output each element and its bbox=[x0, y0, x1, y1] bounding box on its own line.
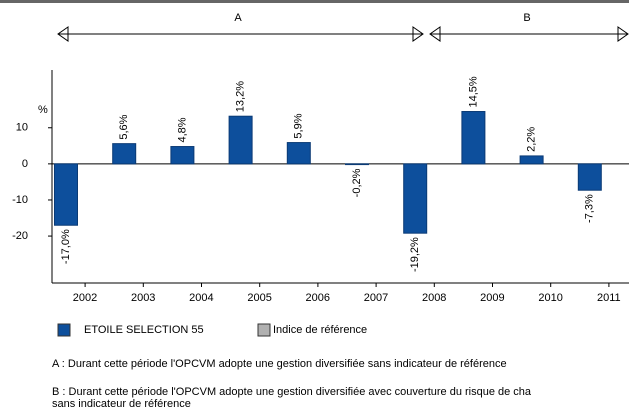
bar bbox=[461, 111, 486, 165]
top-border bbox=[0, 0, 629, 3]
value-label: 13,2% bbox=[235, 81, 247, 112]
value-label: 14,5% bbox=[467, 76, 479, 107]
period-arrows bbox=[57, 26, 629, 42]
legend-swatch bbox=[257, 323, 271, 337]
y-axis-label: % bbox=[38, 104, 48, 116]
value-label: -0,2% bbox=[351, 168, 363, 197]
bar bbox=[286, 142, 311, 165]
bar bbox=[228, 115, 253, 165]
period-label: B bbox=[523, 12, 530, 24]
x-tick-label: 2003 bbox=[131, 292, 155, 304]
x-tick-label: 2002 bbox=[73, 292, 97, 304]
bar bbox=[519, 155, 544, 165]
x-tick-label: 2005 bbox=[247, 292, 271, 304]
value-label: 5,6% bbox=[118, 114, 130, 139]
bar bbox=[54, 163, 78, 226]
note: A : Durant cette période l'OPCVM adopte … bbox=[52, 358, 507, 370]
x-tick-label: 2006 bbox=[306, 292, 330, 304]
value-label: 5,9% bbox=[293, 113, 305, 138]
value-label: -19,2% bbox=[409, 237, 421, 272]
value-label: 2,2% bbox=[526, 127, 538, 152]
bar bbox=[170, 146, 195, 165]
y-tick-label: -20 bbox=[12, 230, 28, 242]
x-tick-label: 2011 bbox=[597, 292, 621, 304]
x-tick-label: 2009 bbox=[480, 292, 504, 304]
note: B : Durant cette période l'OPCVM adopte … bbox=[52, 386, 532, 398]
note: sans indicateur de référence bbox=[52, 398, 191, 410]
value-label: -17,0% bbox=[60, 229, 72, 264]
x-tick-label: 2010 bbox=[538, 292, 562, 304]
y-tick-label: 0 bbox=[22, 158, 28, 170]
value-label: 4,8% bbox=[176, 117, 188, 142]
legend-label: Indice de référence bbox=[273, 324, 367, 336]
x-tick-label: 2008 bbox=[422, 292, 446, 304]
bar bbox=[112, 143, 137, 165]
value-label: -7,3% bbox=[584, 194, 596, 223]
x-tick-label: 2004 bbox=[189, 292, 213, 304]
legend-swatch bbox=[57, 323, 71, 337]
bar bbox=[403, 163, 428, 234]
x-tick-label: 2007 bbox=[364, 292, 388, 304]
legend-label: ETOILE SELECTION 55 bbox=[84, 324, 204, 336]
y-tick-label: -10 bbox=[12, 194, 28, 206]
y-tick-label: 10 bbox=[16, 122, 28, 134]
bar bbox=[577, 163, 602, 191]
bar bbox=[345, 163, 369, 166]
period-label: A bbox=[234, 12, 242, 24]
